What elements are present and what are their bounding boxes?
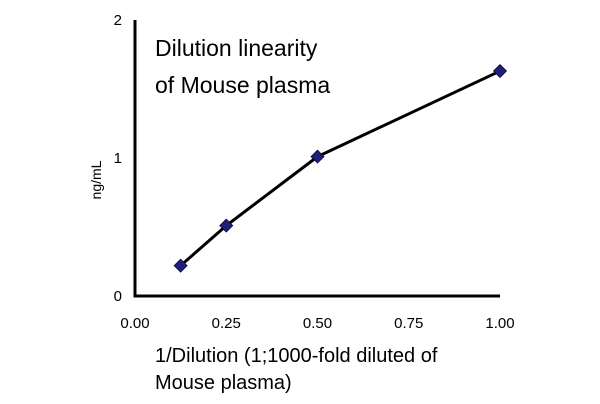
chart-title-line-2: of Mouse plasma [155,72,330,98]
data-point-marker [173,258,188,273]
axes [133,20,500,298]
data-point-marker [310,149,325,164]
x-axis-label-line-2: Mouse plasma) [155,372,292,394]
y-axis-label: ng/mL [88,160,104,199]
x-tick-label: 0.50 [303,315,332,332]
y-tick-label: 2 [114,12,122,29]
x-tick-label: 1.00 [485,315,514,332]
y-tick-label: 0 [114,288,122,305]
data-point-marker [492,63,508,79]
y-tick-labels: 0 1 2 [114,12,122,305]
x-tick-label: 0.00 [120,315,149,332]
x-tick-labels: 0.00 0.25 0.50 0.75 1.00 [120,315,514,332]
data-point-marker [219,218,234,233]
series-line [179,69,501,267]
chart-title-line-1: Dilution linearity [155,35,318,61]
x-axis-label-line-1: 1/Dilution (1;1000-fold diluted of [155,345,438,367]
x-tick-label: 0.75 [394,315,423,332]
y-tick-label: 1 [114,150,122,167]
series-group [173,63,508,273]
x-tick-label: 0.25 [212,315,241,332]
